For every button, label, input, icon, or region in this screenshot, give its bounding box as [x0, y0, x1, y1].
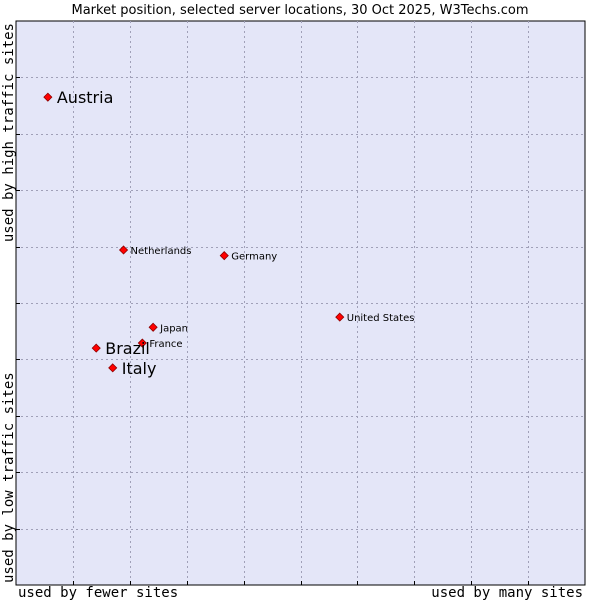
- point-label-italy: Italy: [122, 359, 157, 378]
- axis-ticks: [16, 77, 529, 585]
- point-label-brazil: Brazil: [105, 339, 150, 358]
- point-marker-italy: [108, 363, 118, 373]
- point-label-netherlands: Netherlands: [131, 246, 192, 257]
- point-label-united-states: United States: [347, 313, 415, 324]
- y-axis-label-bottom: used by low traffic sites: [1, 372, 17, 583]
- grid: [16, 21, 585, 585]
- point-marker-france: [137, 338, 147, 348]
- point-marker-united-states: [335, 312, 345, 322]
- point-label-france: France: [149, 339, 182, 350]
- plot-area: [15, 20, 586, 586]
- y-axis-label-top: used by high traffic sites: [1, 23, 17, 242]
- data-points: Austria Netherlands Germany United States Ja…: [43, 88, 415, 378]
- point-marker-germany: [219, 251, 229, 261]
- point-label-austria: Austria: [57, 88, 114, 107]
- point-marker-brazil: [91, 343, 101, 353]
- x-axis-label-right: used by many sites: [431, 585, 583, 600]
- point-marker-austria: [43, 92, 53, 102]
- point-marker-japan: [148, 322, 158, 332]
- x-axis-label-left: used by fewer sites: [18, 585, 178, 600]
- point-label-germany: Germany: [231, 252, 277, 263]
- point-marker-netherlands: [118, 245, 129, 255]
- point-label-japan: Japan: [159, 323, 188, 334]
- chart-title: Market position, selected server locatio…: [71, 3, 528, 18]
